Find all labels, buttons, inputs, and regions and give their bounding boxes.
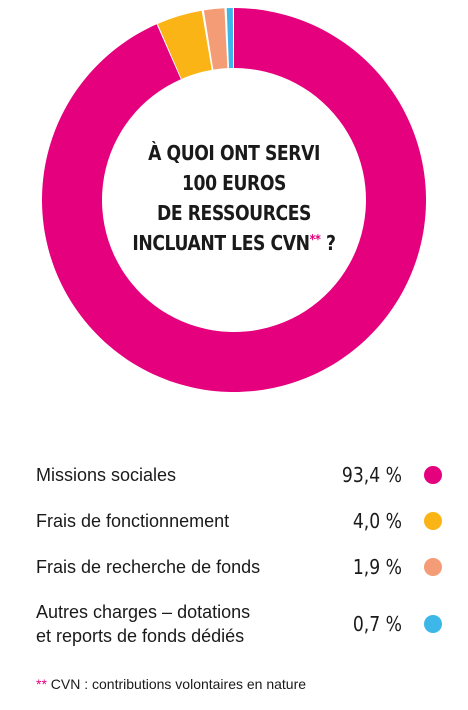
title-line-4: INCLUANT LES CVN [132,231,310,255]
legend-dot [424,466,442,484]
donut-svg [41,8,426,392]
legend-dot [424,615,442,633]
legend: Missions sociales 93,4 % Frais de foncti… [36,452,456,658]
footnote-marker: ** [36,676,47,692]
donut-slice-3 [203,8,228,70]
chart-title: À QUOI ONT SERVI 100 EUROS DE RESSOURCES… [119,138,349,258]
title-marker: ** [309,233,321,248]
legend-dot [424,512,442,530]
title-suffix: ? [320,231,336,255]
donut-slice-2 [157,10,212,79]
legend-item-autres-charges: Autres charges – dotations et reports de… [36,590,456,658]
legend-value: 0,7 % [352,612,402,636]
legend-label-line-1: Autres charges – dotations [36,602,251,622]
legend-label: Frais de fonctionnement [36,511,230,531]
legend-label: Frais de recherche de fonds [36,557,261,577]
footnote: ** CVN : contributions volontaires en na… [36,676,306,692]
legend-value: 1,9 % [352,555,402,579]
donut-chart: À QUOI ONT SERVI 100 EUROS DE RESSOURCES… [41,8,426,392]
legend-value: 4,0 % [352,509,402,533]
legend-value: 93,4 % [341,463,402,487]
legend-item-frais-recherche-fonds: Frais de recherche de fonds 1,9 % [36,544,456,590]
title-line-1: À QUOI ONT SERVI [148,141,320,165]
donut-slice-1 [41,8,426,392]
footnote-text: CVN : contributions volontaires en natur… [46,676,307,692]
legend-dot [424,558,442,576]
legend-label: Missions sociales [36,465,177,485]
legend-item-frais-fonctionnement: Frais de fonctionnement 4,0 % [36,498,456,544]
legend-label: Autres charges – dotations et reports de… [36,600,312,648]
legend-item-missions-sociales: Missions sociales 93,4 % [36,452,456,498]
title-line-3: DE RESSOURCES [156,201,312,225]
title-line-2: 100 EUROS [181,171,286,195]
legend-label-line-2: et reports de fonds dédiés [36,626,245,646]
title-line-4-wrap: INCLUANT LES CVN** ? [119,228,349,258]
donut-slice-4 [226,8,234,69]
